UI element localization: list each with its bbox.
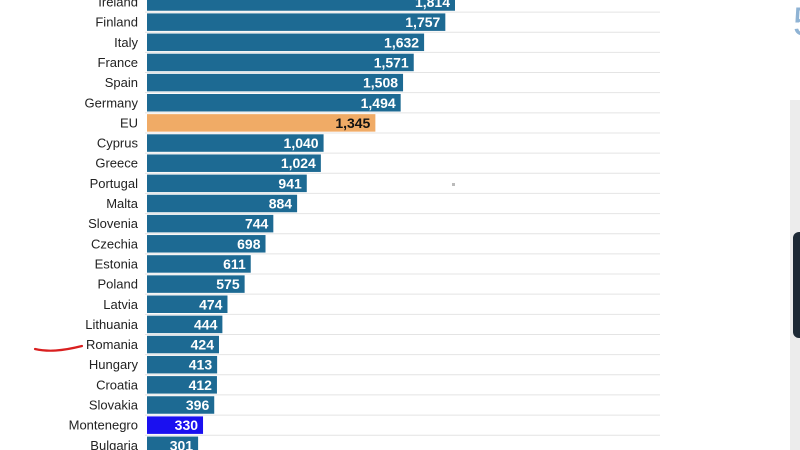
category-label: Spain (105, 75, 138, 90)
category-label: Estonia (95, 256, 139, 271)
bar-greece (147, 154, 321, 172)
value-label: 1,024 (281, 155, 316, 171)
category-label: Bulgaria (90, 438, 138, 450)
value-label: 1,494 (361, 95, 396, 111)
bar-cyprus (147, 134, 324, 152)
value-label: 941 (278, 175, 302, 191)
category-label: Romania (86, 337, 139, 352)
side-panel-digit: 5 (793, 2, 800, 42)
category-label: EU (120, 115, 138, 130)
bar-finland (147, 13, 446, 31)
bar-france (147, 53, 414, 72)
value-label: 396 (186, 397, 210, 413)
bar-poland (147, 275, 245, 293)
bar-spain (147, 73, 404, 92)
bar-montenegro (147, 416, 204, 434)
bar-estonia (147, 255, 251, 273)
category-label: Lithuania (85, 317, 139, 332)
value-label: 1,632 (384, 34, 419, 50)
category-label: Germany (85, 95, 139, 110)
category-label: Czechia (91, 236, 139, 251)
bar-hungary (147, 355, 218, 374)
category-label: Portugal (90, 176, 139, 191)
value-label: 575 (216, 276, 240, 292)
value-label: 330 (175, 417, 199, 433)
value-label: 1,345 (335, 115, 370, 131)
category-label: Finland (95, 15, 138, 30)
category-label: Cyprus (97, 136, 139, 151)
category-label: Latvia (103, 297, 138, 312)
value-label: 611 (223, 256, 246, 272)
category-label: Montenegro (69, 418, 138, 433)
category-label: Croatia (96, 377, 139, 392)
stray-dot (452, 183, 455, 186)
bar-lithuania (147, 315, 223, 334)
value-label: 698 (237, 236, 261, 252)
category-label: Slovenia (88, 216, 139, 231)
bar-slovenia (147, 214, 274, 233)
category-label: Slovakia (89, 398, 139, 413)
bar-croatia (147, 376, 217, 394)
value-label: 1,814 (415, 0, 450, 10)
bar-eu (147, 114, 376, 132)
category-label: France (98, 55, 138, 70)
value-label: 884 (269, 196, 293, 212)
bar-ireland (147, 0, 455, 11)
bar-malta (147, 194, 298, 213)
value-label: 301 (170, 437, 194, 450)
category-label: Ireland (98, 0, 138, 10)
category-label: Poland (98, 277, 138, 292)
value-label: 474 (199, 296, 223, 312)
bar-latvia (147, 295, 228, 313)
value-label: 744 (245, 216, 269, 232)
bar-slovakia (147, 396, 215, 414)
bar-germany (147, 94, 401, 112)
bar-romania (147, 335, 219, 354)
category-label: Malta (106, 196, 139, 211)
bar-portugal (147, 174, 307, 193)
value-label: 412 (189, 377, 213, 393)
value-label: 1,040 (284, 135, 319, 151)
bar-czechia (147, 235, 266, 253)
value-label: 413 (189, 357, 213, 373)
category-label: Greece (95, 156, 138, 171)
bar-bulgaria (147, 436, 199, 450)
value-label: 424 (191, 337, 215, 353)
category-label: Hungary (89, 357, 139, 372)
value-label: 444 (194, 316, 218, 332)
value-label: 1,571 (374, 54, 409, 70)
value-label: 1,757 (405, 14, 440, 30)
value-label: 1,508 (363, 75, 398, 91)
bar-italy (147, 33, 425, 52)
category-label: Italy (114, 35, 138, 50)
side-panel-thumbnail (793, 232, 800, 338)
